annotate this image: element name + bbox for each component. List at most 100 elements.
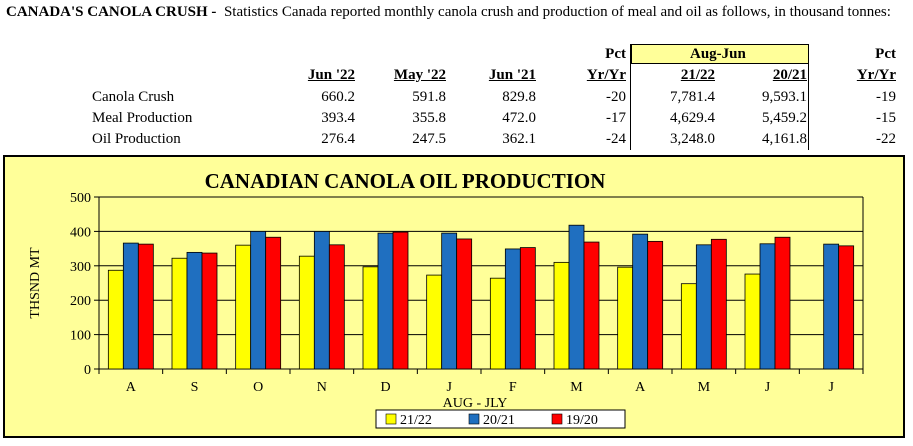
table-divider-left [630, 44, 631, 150]
table-cell: 660.2 [321, 89, 355, 105]
y-tick-label: 100 [70, 329, 91, 344]
intro-text: Statistics Canada reported monthly canol… [223, 4, 891, 20]
table-cell: -17 [606, 110, 626, 126]
table-cell: 591.8 [412, 89, 446, 105]
table-cell: 355.8 [412, 110, 446, 126]
bar-19-20 [519, 247, 536, 370]
col-header-jun21: Jun '21 [488, 67, 536, 83]
bar-21-22 [298, 255, 315, 370]
table-cell: 4,161.8 [762, 131, 807, 147]
y-axis-label: THSND MT [28, 247, 43, 319]
bar-20-21 [313, 231, 330, 370]
table-cell: 4,629.4 [670, 110, 715, 126]
bar-19-20 [838, 245, 855, 370]
x-tick-label: F [509, 380, 517, 395]
bar-19-20 [710, 238, 727, 370]
bar-19-20 [583, 241, 600, 370]
x-tick-label: O [253, 380, 263, 395]
bar-21-22 [617, 266, 634, 370]
x-tick-label: D [380, 380, 390, 395]
legend-swatch-19-20 [551, 413, 563, 425]
bar-19-20 [201, 252, 218, 370]
chart-panel: 0 100 200 300 400 500 A S O N D J F M A M J J CANADIAN CAN… [3, 155, 905, 438]
x-tick-label: J [446, 380, 452, 395]
bar-20-21 [568, 224, 585, 370]
table-cell: 9,593.1 [762, 89, 807, 105]
row-label-oil-production: Oil Production [92, 131, 181, 147]
bar-19-20 [647, 240, 664, 370]
intro-heading: CANADA'S CANOLA CRUSH - [6, 4, 217, 20]
bar-19-20 [456, 238, 473, 370]
bar-21-22 [362, 266, 379, 370]
oil-production-chart: 0 100 200 300 400 500 A S O N D J F M A M J J CANADIAN CAN… [28, 169, 864, 429]
table-cell: 3,248.0 [670, 131, 715, 147]
legend-box [375, 409, 626, 429]
x-tick-label: M [698, 380, 711, 395]
bar-21-22 [553, 261, 570, 370]
col-header-jun22: Jun '22 [307, 67, 355, 83]
bar-20-21 [186, 251, 203, 370]
y-tick-label: 400 [70, 225, 91, 240]
bar-20-21 [823, 243, 840, 370]
bar-20-21 [632, 233, 649, 370]
bar-19-20 [265, 236, 282, 370]
bar-21-22 [680, 283, 697, 370]
legend-label: 21/22 [400, 413, 432, 428]
table-cell: 472.0 [502, 110, 536, 126]
crush-table: Pct Aug-Jun Pct Jun '22 May '22 Jun '21 … [0, 42, 913, 152]
bar-20-21 [377, 232, 394, 370]
bar-20-21 [695, 244, 712, 370]
table-cell: 247.5 [412, 131, 446, 147]
x-tick-label: J [765, 380, 771, 395]
bar-20-21 [759, 243, 776, 370]
table-cell: 5,459.2 [762, 110, 807, 126]
bar-21-22 [107, 269, 124, 370]
pct-header-1: Pct [605, 46, 626, 62]
bar-20-21 [504, 248, 521, 370]
pct-header-2: Pct [875, 46, 896, 62]
x-tick-label: J [828, 380, 834, 395]
intro-paragraph: CANADA'S CANOLA CRUSH - Statistics Canad… [6, 3, 906, 21]
col-header-may22: May '22 [393, 67, 446, 83]
bar-20-21 [122, 242, 139, 370]
bar-20-21 [441, 232, 458, 370]
x-axis-label: AUG - JLY [443, 396, 508, 411]
bar-20-21 [250, 231, 267, 370]
row-label-canola-crush: Canola Crush [92, 89, 175, 105]
plot-area [99, 197, 863, 369]
bar-21-22 [171, 257, 188, 370]
x-tick-label: A [126, 380, 137, 395]
y-tick-label: 0 [84, 363, 91, 378]
augjun-header: Aug-Jun [690, 46, 746, 62]
bar-19-20 [774, 236, 791, 370]
table-divider-right [808, 44, 809, 150]
table-cell: 276.4 [321, 131, 355, 147]
bar-19-20 [328, 244, 345, 370]
x-tick-label: S [191, 380, 199, 395]
table-cell: 829.8 [502, 89, 536, 105]
legend-label: 20/21 [483, 413, 515, 428]
bar-21-22 [744, 273, 761, 370]
col-header-yryr-1: Yr/Yr [586, 67, 626, 83]
table-cell: 393.4 [321, 110, 355, 126]
bar-21-22 [235, 244, 252, 370]
x-tick-label: A [635, 380, 646, 395]
legend-swatch-21-22 [385, 413, 397, 425]
y-tick-label: 500 [70, 191, 91, 206]
bar-21-22 [489, 277, 506, 370]
col-header-2122: 21/22 [680, 67, 715, 83]
table-cell: -20 [606, 89, 626, 105]
chart-title: CANADIAN CANOLA OIL PRODUCTION [205, 169, 606, 193]
col-header-yryr-2: Yr/Yr [856, 67, 896, 83]
y-tick-label: 300 [70, 260, 91, 275]
table-cell: -24 [606, 131, 626, 147]
bar-19-20 [392, 231, 409, 370]
table-cell: 362.1 [502, 131, 536, 147]
legend-swatch-20-21 [468, 413, 480, 425]
table-cell: -19 [876, 89, 896, 105]
table-cell: -22 [876, 131, 896, 147]
table-cell: 7,781.4 [670, 89, 715, 105]
y-tick-label: 200 [70, 294, 91, 309]
col-header-2021: 20/21 [772, 67, 807, 83]
legend-label: 19/20 [566, 413, 598, 428]
